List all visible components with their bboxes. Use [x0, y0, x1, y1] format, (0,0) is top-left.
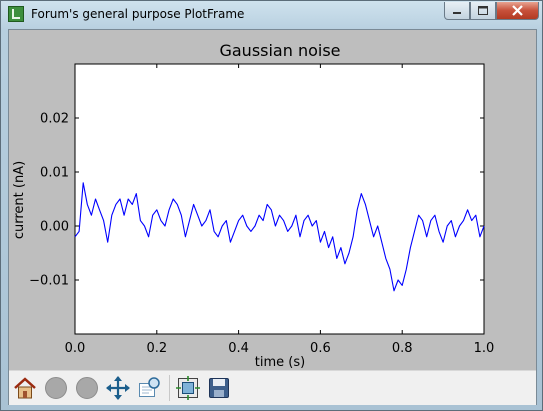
pan-icon — [106, 376, 130, 400]
x-tick-label: 1.0 — [474, 341, 495, 356]
home-button[interactable] — [12, 375, 38, 401]
minimize-icon — [453, 12, 461, 14]
navigation-toolbar — [9, 370, 536, 405]
series-lines — [74, 182, 485, 292]
subplots-button[interactable] — [175, 375, 201, 401]
x-axis-label: time (s) — [255, 355, 305, 370]
x-tick-label: 0.4 — [228, 341, 249, 356]
y-axis-label: current (nA) — [12, 161, 27, 239]
plot-frame: Gaussian noise 0.0 0.2 0.4 0.6 0.8 1.0 −0.01 0.… — [8, 29, 537, 405]
forward-icon — [76, 377, 98, 399]
back-icon — [45, 377, 67, 399]
window-title: Forum's general purpose PlotFrame — [31, 7, 245, 21]
subplots-icon — [176, 376, 200, 400]
x-tick-label: 0.6 — [310, 341, 331, 356]
zoom-button[interactable] — [136, 375, 162, 401]
app-icon — [8, 6, 24, 22]
forward-button[interactable] — [74, 375, 100, 401]
series-line-0 — [74, 182, 485, 292]
zoom-icon — [139, 377, 160, 397]
axis-ticks: 0.0 0.2 0.4 0.6 0.8 1.0 −0.01 0.00 0.01 0.02 — [29, 64, 494, 356]
save-icon — [209, 378, 229, 398]
y-tick-label: 0.01 — [40, 166, 69, 181]
toolbar-separator — [169, 375, 170, 401]
x-tick-label: 0.0 — [65, 341, 86, 356]
y-tick-label: 0.02 — [40, 112, 69, 127]
home-icon — [14, 377, 36, 399]
back-button[interactable] — [43, 375, 69, 401]
y-tick-label: 0.00 — [40, 220, 69, 235]
chart-title: Gaussian noise — [219, 41, 340, 60]
save-button[interactable] — [206, 375, 232, 401]
plot-canvas: Gaussian noise 0.0 0.2 0.4 0.6 0.8 1.0−0.010.… — [12, 41, 494, 370]
title-bar[interactable]: Forum's general purpose PlotFrame — [1, 1, 542, 28]
maximize-icon — [478, 6, 488, 15]
close-icon — [512, 5, 523, 16]
close-button[interactable] — [496, 2, 539, 20]
maximize-button[interactable] — [470, 2, 496, 20]
x-tick-label: 0.2 — [146, 341, 167, 356]
pan-button[interactable] — [105, 375, 131, 401]
x-tick-label: 0.8 — [392, 341, 413, 356]
plot-area[interactable] — [74, 63, 485, 335]
minimize-button[interactable] — [444, 2, 470, 20]
y-tick-label: −0.01 — [29, 274, 69, 289]
